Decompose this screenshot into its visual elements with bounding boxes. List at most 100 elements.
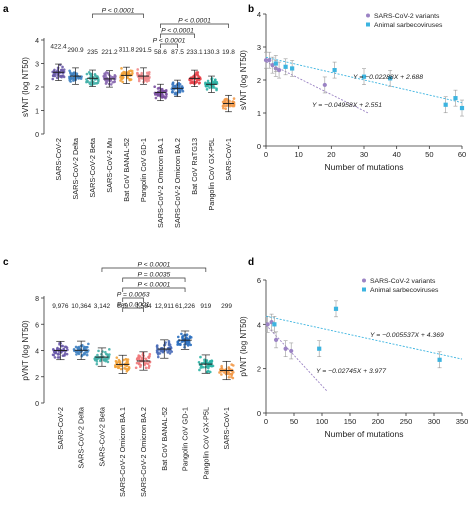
data-point (57, 352, 61, 356)
value-label: 3,142 (94, 303, 111, 310)
data-point (172, 84, 175, 87)
value-label: 290.9 (67, 47, 84, 54)
significance-bracket: P < 0.0001 (117, 302, 150, 312)
legend-entry: SARS-CoV-2 variants (362, 278, 436, 285)
x-axis-label: Number of mutations (325, 429, 404, 439)
category-group: 130.3 Pangolin CoV GX-P5L (203, 49, 220, 211)
data-point (272, 322, 277, 327)
significance-bracket: P < 0.0001 (153, 38, 186, 48)
significance-bracket: P < 0.0001 (92, 8, 144, 18)
data-point (71, 77, 75, 81)
data-point (199, 355, 202, 359)
data-point (120, 67, 123, 70)
data-point (107, 73, 111, 76)
data-point (85, 72, 89, 76)
data-point (115, 360, 118, 364)
data-point (332, 68, 337, 73)
data-point (218, 371, 221, 374)
data-point (155, 344, 159, 347)
data-point (183, 345, 186, 349)
data-point (322, 82, 327, 88)
data-point (53, 68, 56, 72)
data-point (102, 75, 106, 79)
data-point (215, 87, 218, 90)
series-group: Y = −0.04958X + 2.551 (263, 51, 382, 114)
y-tick-label: 8 (35, 296, 39, 303)
data-point (62, 75, 66, 79)
bracket-line (122, 297, 144, 302)
value-label: 9,976 (52, 303, 69, 310)
data-point (188, 78, 191, 82)
data-point (199, 366, 203, 369)
data-point (265, 322, 270, 327)
x-tick-label: 250 (400, 417, 413, 426)
data-point (96, 81, 100, 85)
x-tick-label: SARS-CoV-2 Omicron BA.2 (173, 138, 182, 228)
data-point (93, 73, 97, 77)
data-point (224, 99, 227, 102)
significance-bracket: P < 0.0001 (160, 28, 195, 38)
data-point (194, 73, 197, 76)
y-axis-label: pVNT (log NT50) (21, 320, 30, 381)
data-point (121, 76, 125, 80)
data-point (121, 80, 124, 84)
category-group: 235 SARS-CoV-2 Beta (85, 49, 100, 198)
value-label: 919 (200, 303, 211, 310)
data-point (231, 376, 235, 380)
data-point (127, 69, 131, 73)
data-point (178, 89, 181, 93)
legend-label: Animal sarbecoviruses (370, 287, 439, 294)
data-point (100, 352, 103, 356)
data-point (135, 361, 139, 365)
x-tick-label: SARS-CoV-2 Omicron BA.2 (139, 407, 148, 497)
data-point (276, 68, 282, 73)
x-tick-label: SARS-CoV-2 Delta (77, 406, 86, 469)
data-point (77, 352, 81, 356)
y-tick-label: 0 (257, 409, 261, 418)
data-point (68, 77, 71, 80)
data-point (174, 91, 177, 95)
x-tick-label: 0 (264, 150, 268, 159)
significance-bracket: P < 0.0001 (101, 262, 207, 272)
regression-line (265, 61, 369, 114)
data-point (60, 344, 63, 348)
bracket-line (160, 43, 178, 48)
data-point (224, 372, 228, 376)
data-point (125, 369, 129, 373)
x-tick-label: Pangolin CoV GX-P5L (201, 407, 210, 480)
data-point (69, 71, 72, 75)
bracket-line (122, 277, 186, 282)
data-point (197, 360, 201, 364)
series-group: Y = −0.02745X + 3.977 (265, 313, 386, 392)
data-point (111, 80, 115, 84)
data-point (125, 364, 129, 368)
data-point (74, 350, 78, 354)
data-point (205, 359, 209, 362)
data-point (135, 358, 139, 361)
data-point (156, 355, 160, 359)
data-point (95, 357, 99, 360)
data-point (166, 351, 170, 354)
data-point (109, 78, 113, 82)
x-tick-label: Pangolin CoV GX-P5L (207, 138, 216, 211)
data-point (95, 360, 99, 363)
data-point (459, 105, 465, 111)
data-point (230, 373, 234, 376)
data-point (158, 86, 161, 90)
data-point (96, 75, 99, 78)
x-tick-label: 350 (456, 417, 469, 426)
data-point (85, 346, 88, 349)
significance-bracket: P < 0.0001 (122, 282, 186, 292)
data-point (62, 347, 65, 351)
data-point (361, 74, 367, 79)
data-point (220, 364, 223, 368)
data-point (270, 63, 275, 68)
data-point (137, 354, 140, 357)
data-point (290, 66, 295, 71)
data-point (117, 358, 121, 362)
fit-equation: Y = −0.02288X + 2.688 (353, 74, 423, 81)
data-point (212, 81, 215, 84)
data-point (189, 81, 192, 85)
data-point (81, 344, 84, 347)
